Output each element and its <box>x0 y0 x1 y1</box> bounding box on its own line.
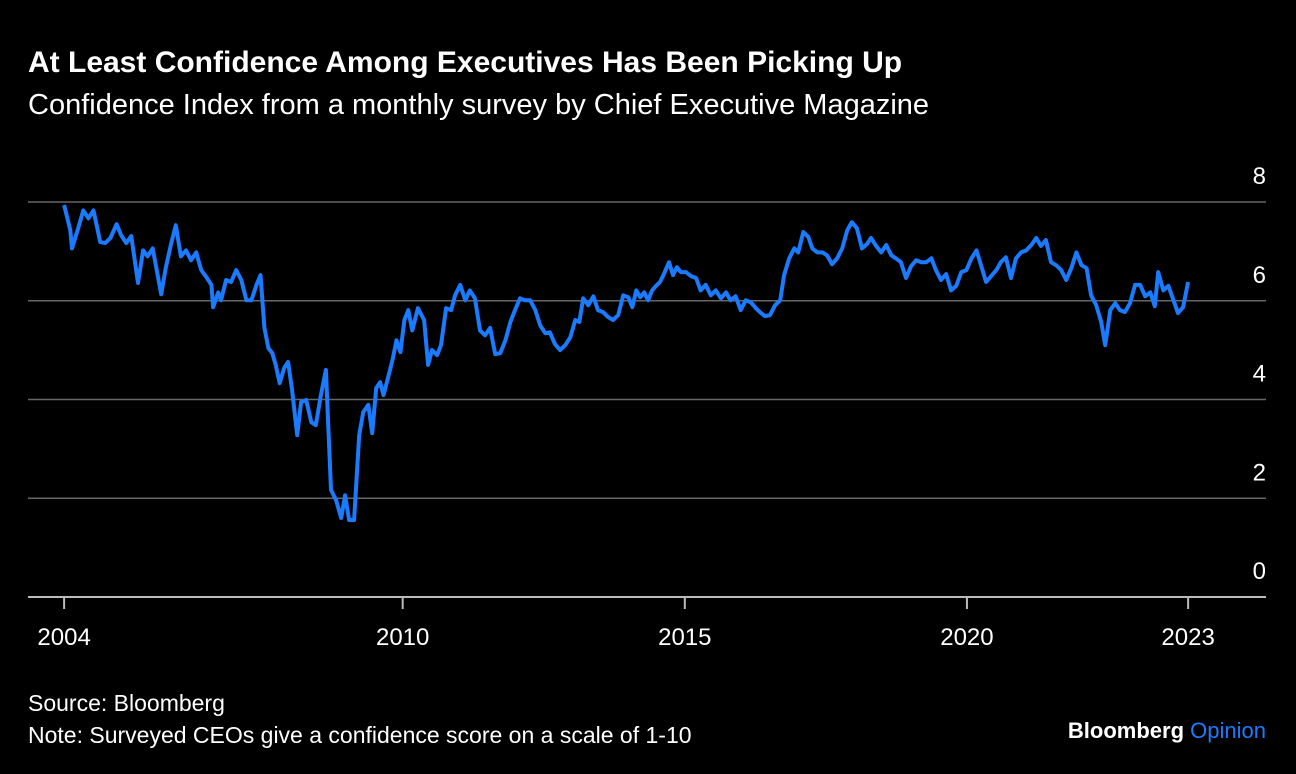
y-tick-label: 0 <box>1253 558 1266 585</box>
y-tick-label: 6 <box>1253 262 1266 289</box>
brand-name: Bloomberg <box>1068 718 1184 743</box>
y-tick-label: 4 <box>1253 361 1266 388</box>
brand-section: Opinion <box>1190 718 1266 743</box>
x-tick-label: 2015 <box>658 624 711 651</box>
x-tick-label: 2020 <box>940 624 993 651</box>
x-tick-label: 2010 <box>376 624 429 651</box>
x-tick-label: 2023 <box>1161 624 1214 651</box>
source: Source: Bloomberg <box>28 690 225 716</box>
x-tick-label: 2004 <box>37 624 90 651</box>
data-line <box>62 204 1191 522</box>
note: Note: Surveyed CEOs give a confidence sc… <box>28 722 692 748</box>
y-tick-label: 2 <box>1253 459 1266 486</box>
y-tick-label: 8 <box>1253 163 1266 190</box>
brand-logo: Bloomberg Opinion <box>1068 718 1266 743</box>
chart-title: At Least Confidence Among Executives Has… <box>28 46 902 79</box>
chart-subtitle: Confidence Index from a monthly survey b… <box>28 89 929 121</box>
